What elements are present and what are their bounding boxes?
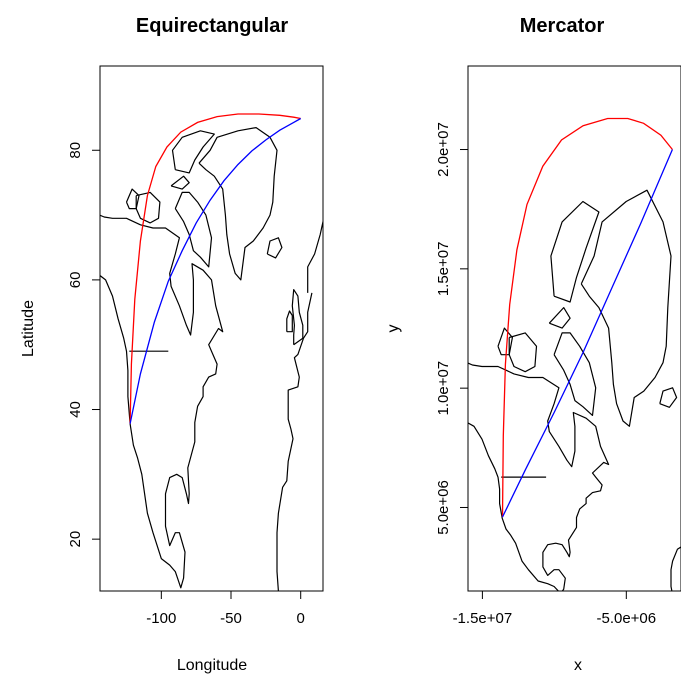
coastline xyxy=(100,214,224,589)
chart-title: Mercator xyxy=(520,15,605,37)
panel-1: -1.5e+07 -5.0e+06 5.0e+06 1.0e+07 1.5e+07 2.0… xyxy=(385,15,681,674)
x-tick-label: 0 xyxy=(297,610,305,627)
plot-box xyxy=(99,65,324,592)
plot-area xyxy=(100,113,323,591)
chart-title: Equirectangular xyxy=(136,15,288,37)
blue-route-line xyxy=(501,149,673,518)
red-route-line xyxy=(129,113,301,424)
y-axis-label: y xyxy=(385,325,402,333)
x-axis-label: Longitude xyxy=(177,657,247,674)
coastline xyxy=(508,332,538,373)
coastline xyxy=(468,362,610,591)
y-tick-label: 1.5e+07 xyxy=(435,242,452,297)
x-tick-label: -1.5e+07 xyxy=(453,610,513,627)
x-tick-label: -100 xyxy=(146,610,176,627)
red-route-line xyxy=(501,117,673,518)
y-tick-label: 1.0e+07 xyxy=(435,361,452,416)
coastline xyxy=(307,220,323,293)
x-tick-label: -50 xyxy=(220,610,242,627)
panel-0: -100 -50 0 20 40 60 80 Equirectangular Longitude… xyxy=(20,15,324,674)
y-tick-label: 2.0e+07 xyxy=(435,122,452,177)
y-tick-label: 20 xyxy=(67,531,84,548)
coastline xyxy=(553,332,597,416)
plot-box xyxy=(467,65,681,592)
coastline xyxy=(286,310,293,333)
coastline xyxy=(174,191,213,268)
coastline xyxy=(670,546,681,591)
coastline xyxy=(548,307,571,329)
coastline xyxy=(497,327,514,356)
y-tick-label: 40 xyxy=(67,401,84,418)
coastline xyxy=(550,200,600,303)
coastline xyxy=(171,130,215,174)
y-tick-label: 80 xyxy=(67,142,84,159)
plot-area xyxy=(468,117,681,591)
coastline xyxy=(198,126,278,281)
coastline xyxy=(276,292,313,591)
coastline xyxy=(659,387,678,408)
coastline xyxy=(266,237,283,259)
blue-route-line xyxy=(129,117,302,424)
x-axis-label: x xyxy=(574,657,582,674)
coastline xyxy=(135,191,161,224)
coastline xyxy=(291,289,304,346)
x-tick-label: -5.0e+06 xyxy=(596,610,656,627)
y-axis-label: Latitude xyxy=(20,300,37,357)
coastline xyxy=(580,189,672,427)
coastline xyxy=(170,175,190,190)
y-tick-label: 60 xyxy=(67,272,84,289)
coastline xyxy=(125,188,140,210)
y-tick-label: 5.0e+06 xyxy=(435,480,452,535)
